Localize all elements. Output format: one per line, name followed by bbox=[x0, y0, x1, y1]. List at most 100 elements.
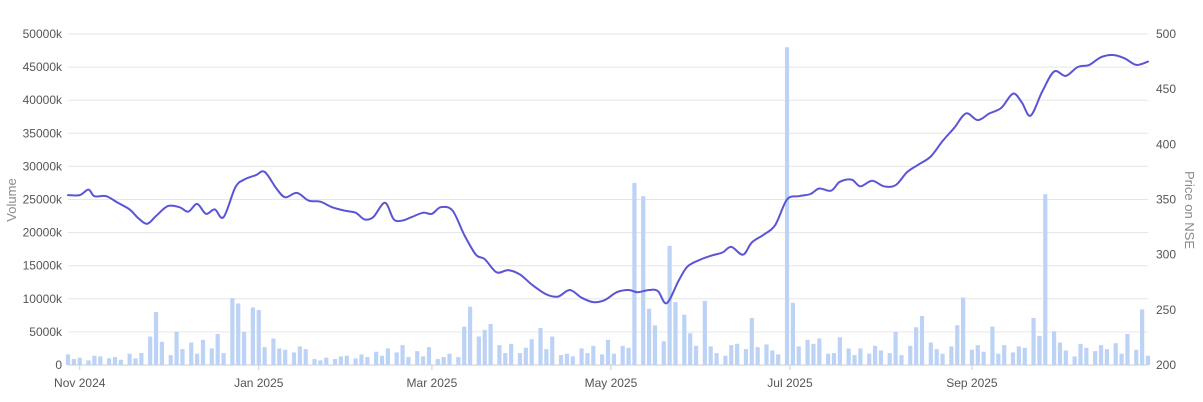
volume-bar bbox=[236, 303, 241, 365]
volume-bar bbox=[564, 353, 570, 365]
volume-bar bbox=[908, 345, 913, 365]
volume-bar bbox=[817, 338, 822, 365]
volume-bar bbox=[611, 353, 616, 365]
volume-bar bbox=[620, 345, 625, 365]
volume-bar bbox=[1063, 350, 1068, 365]
volume-bar bbox=[673, 302, 678, 365]
volume-bar bbox=[1057, 342, 1063, 365]
volume-bar bbox=[605, 339, 611, 365]
volume-bar bbox=[770, 350, 775, 365]
volume-bar bbox=[550, 336, 555, 365]
price-line-group bbox=[67, 53, 1149, 305]
volume-bar bbox=[215, 333, 220, 365]
volume-bar bbox=[456, 357, 461, 365]
gridlines bbox=[68, 33, 1148, 366]
volume-bar bbox=[872, 345, 878, 365]
volume-bar bbox=[1140, 309, 1145, 365]
volume-bar bbox=[338, 356, 344, 365]
volume-bar bbox=[708, 346, 713, 365]
price-line bbox=[67, 53, 1149, 305]
volume-bar bbox=[277, 348, 282, 365]
volume-bar bbox=[379, 355, 385, 365]
volume-bar bbox=[1084, 347, 1089, 365]
left-tick-label: 30000k bbox=[23, 159, 63, 173]
volume-bar bbox=[579, 348, 584, 365]
volume-bar bbox=[462, 326, 467, 365]
volume-bar bbox=[934, 349, 939, 365]
volume-bar bbox=[790, 302, 795, 365]
volume-bar bbox=[600, 354, 605, 365]
volume-bar bbox=[365, 357, 370, 365]
volume-bar bbox=[77, 357, 82, 365]
volume-bar bbox=[71, 359, 76, 365]
x-tick-label: Jul 2025 bbox=[767, 376, 813, 390]
volume-bar bbox=[646, 308, 652, 365]
left-tick-label: 25000k bbox=[23, 193, 63, 207]
volume-bar bbox=[517, 353, 523, 365]
volume-bar bbox=[127, 353, 132, 365]
x-axis-ticks: Nov 2024 Jan 2025 Mar 2025 May 2025 Jul 2025… bbox=[54, 365, 998, 390]
right-tick-label: 350 bbox=[1156, 193, 1176, 207]
left-axis-title: Volume bbox=[4, 178, 19, 221]
volume-bar bbox=[359, 354, 364, 365]
volume-bar bbox=[435, 359, 440, 365]
volume-bar bbox=[1051, 331, 1057, 365]
volume-bar bbox=[949, 346, 954, 365]
volume-bar bbox=[626, 347, 631, 365]
volume-bar bbox=[421, 356, 426, 365]
volume-bar bbox=[928, 342, 933, 365]
volume-bar bbox=[1078, 343, 1083, 365]
volume-bar bbox=[714, 353, 719, 365]
volume-bar bbox=[503, 353, 508, 365]
volume-bar bbox=[826, 353, 831, 365]
right-tick-label: 500 bbox=[1156, 27, 1176, 41]
volume-bar bbox=[65, 354, 71, 365]
left-tick-label: 20000k bbox=[23, 226, 63, 240]
volume-bar bbox=[283, 349, 288, 365]
volume-bar bbox=[591, 345, 596, 365]
volume-bar bbox=[1010, 352, 1016, 365]
volume-bar bbox=[852, 355, 857, 365]
volume-bar bbox=[441, 357, 446, 365]
volume-bar bbox=[749, 317, 754, 365]
volume-bar bbox=[544, 349, 549, 365]
volume-bar bbox=[92, 355, 97, 365]
volume-bar bbox=[764, 344, 769, 365]
volume-bar bbox=[385, 348, 390, 365]
volume-bar bbox=[1098, 345, 1104, 365]
left-tick-label: 0 bbox=[55, 358, 62, 372]
volume-bar bbox=[667, 245, 672, 365]
volume-bar bbox=[1125, 333, 1130, 365]
volume-bar bbox=[682, 314, 687, 365]
volume-bar bbox=[303, 349, 308, 365]
right-tick-label: 200 bbox=[1156, 358, 1176, 372]
volume-bar bbox=[846, 348, 851, 365]
volume-bar bbox=[1145, 355, 1151, 365]
left-tick-label: 45000k bbox=[23, 60, 63, 74]
left-tick-label: 35000k bbox=[23, 126, 63, 140]
volume-bar bbox=[332, 359, 338, 365]
x-tick-label: Sep 2025 bbox=[946, 376, 998, 390]
volume-bar bbox=[831, 353, 837, 365]
volume-bar bbox=[133, 358, 138, 365]
volume-bar bbox=[975, 345, 980, 365]
volume-bar bbox=[271, 338, 276, 365]
volume-bar bbox=[940, 353, 945, 365]
right-tick-label: 450 bbox=[1156, 82, 1176, 96]
volume-bar bbox=[139, 353, 144, 365]
x-tick-label: May 2025 bbox=[585, 376, 638, 390]
volume-bar bbox=[189, 342, 194, 365]
volume-bar bbox=[324, 357, 329, 365]
left-tick-label: 15000k bbox=[23, 259, 63, 273]
volume-bar bbox=[919, 316, 925, 365]
volume-bar bbox=[914, 327, 919, 365]
volume-bar bbox=[585, 353, 590, 365]
volume-bar bbox=[153, 312, 159, 365]
volume-bar bbox=[661, 341, 666, 365]
volume-bar bbox=[811, 343, 816, 365]
volume-bar bbox=[735, 343, 740, 365]
volume-bar bbox=[476, 336, 481, 365]
volume-bar bbox=[447, 353, 452, 365]
volume-bar bbox=[374, 351, 379, 365]
